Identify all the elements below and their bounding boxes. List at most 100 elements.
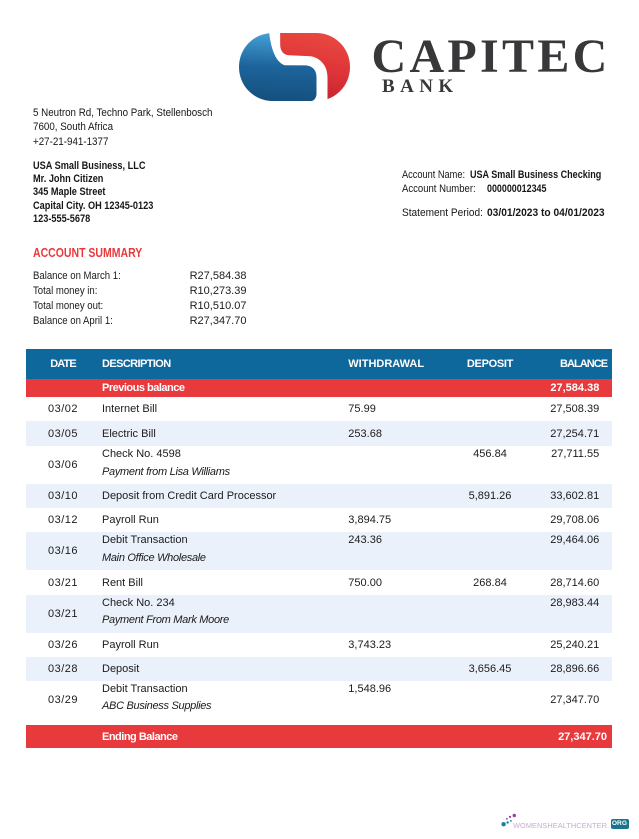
transaction-description: Internet Bill bbox=[100, 397, 340, 421]
summary-value: R10,273.39 bbox=[189, 285, 247, 298]
transaction-description-line1: Electric Bill bbox=[102, 427, 156, 440]
transaction-balance: 33,602.81 bbox=[528, 484, 612, 509]
customer-line: 345 Maple Street bbox=[32, 186, 106, 199]
table-header-row: DATE DESCRIPTION WITHDRAWAL DEPOSIT BALA… bbox=[26, 348, 612, 379]
transaction-date: 03/05 bbox=[26, 421, 100, 447]
transaction-balance: 25,240.21 bbox=[550, 638, 600, 651]
summary-value: R27,347.70 bbox=[189, 314, 247, 327]
transaction-deposit: 5,891.26 bbox=[452, 484, 528, 509]
brand-subtitle: BANK bbox=[382, 76, 459, 97]
transaction-description-lines: Check No. 4598 Payment from Lisa Williams bbox=[102, 446, 340, 481]
account-summary-title: ACCOUNT SUMMARY bbox=[33, 246, 143, 260]
transaction-description: Deposit from Credit Card Processor bbox=[100, 484, 340, 509]
statement-period-value: 03/01/2023 to 04/01/2023 bbox=[486, 206, 605, 219]
transaction-row: 03/05 Electric Bill 253.68 27,254.71 bbox=[26, 421, 612, 447]
transaction-balance: 27,254.71 bbox=[528, 421, 612, 447]
transaction-balance: 28,896.66 bbox=[528, 656, 612, 681]
transaction-description-line1: Deposit bbox=[102, 662, 140, 675]
transaction-balance: 29,464.06 bbox=[528, 532, 612, 571]
customer-line: USA Small Business, LLC bbox=[32, 159, 145, 172]
transaction-withdrawal: 75.99 bbox=[348, 403, 376, 416]
transaction-description: Check No. 4598 Payment from Lisa Williams bbox=[100, 446, 340, 484]
transaction-balance: 28,983.44 bbox=[528, 594, 612, 633]
transaction-description-lines: Payroll Run bbox=[102, 639, 340, 651]
transaction-deposit bbox=[452, 681, 528, 719]
bank-address-line: 7600, South Africa bbox=[32, 121, 113, 134]
transaction-withdrawal: 3,894.75 bbox=[348, 514, 392, 527]
transaction-row: 03/21 Rent Bill 750.00 268.84 28,714.60 bbox=[26, 570, 612, 595]
account-summary-list: Balance on March 1: R27,584.38 Total money… bbox=[33, 270, 333, 329]
summary-value: R27,584.38 bbox=[189, 270, 247, 283]
transaction-date: 03/02 bbox=[47, 403, 79, 416]
transaction-description-lines: Deposit bbox=[102, 663, 340, 675]
transaction-description-lines: Internet Bill bbox=[102, 403, 340, 415]
transaction-description-line1: Internet Bill bbox=[102, 403, 158, 416]
transaction-description-lines: Debit Transaction ABC Business Supplies bbox=[102, 681, 340, 716]
watermark-badge: ORG bbox=[610, 819, 629, 829]
transaction-date: 03/21 bbox=[47, 576, 79, 589]
transaction-description: Check No. 234 Payment From Mark Moore bbox=[100, 594, 340, 633]
ending-balance-label: Ending Balance bbox=[100, 725, 340, 748]
transaction-description-line1: Check No. 234 bbox=[102, 597, 175, 610]
transaction-description: Debit Transaction Main Office Wholesale bbox=[100, 532, 340, 571]
previous-balance-row: Previous balance 27,584.38 bbox=[26, 378, 612, 398]
transaction-balance: 29,708.06 bbox=[550, 514, 600, 527]
transaction-description-line1: Debit Transaction bbox=[102, 534, 188, 547]
transaction-description-line1: Deposit from Credit Card Processor bbox=[102, 490, 277, 503]
customer-address: USA Small Business, LLC Mr. John Citizen… bbox=[33, 160, 153, 226]
transaction-description-lines: Rent Bill bbox=[102, 577, 340, 589]
watermark-dots-icon bbox=[501, 813, 516, 827]
transaction-description-lines: Electric Bill bbox=[102, 428, 340, 440]
transaction-withdrawal: 750.00 bbox=[348, 576, 382, 589]
ending-balance-row: Ending Balance 27,347.70 bbox=[26, 725, 612, 748]
transaction-description-lines: Debit Transaction Main Office Wholesale bbox=[102, 532, 340, 567]
bank-address: 5 Neutron Rd, Techno Park, Stellenbosch … bbox=[33, 106, 212, 150]
summary-row: Balance on April 1: R27,347.70 bbox=[33, 315, 333, 330]
transaction-balance: 27,711.55 bbox=[551, 448, 600, 461]
transaction-deposit bbox=[452, 397, 528, 421]
transaction-date: 03/10 bbox=[26, 484, 100, 509]
transaction-description-lines: Deposit from Credit Card Processor bbox=[102, 490, 340, 502]
capitec-logo-icon bbox=[239, 33, 350, 101]
transaction-deposit: 456.84 bbox=[473, 448, 507, 461]
summary-label: Total money out: bbox=[33, 300, 104, 313]
transaction-row: 03/29 Debit Transaction ABC Business Suppl… bbox=[26, 681, 612, 719]
transaction-date: 03/26 bbox=[47, 638, 79, 651]
transaction-description-line1: Debit Transaction bbox=[102, 683, 188, 696]
transaction-withdrawal: 243.36 bbox=[340, 532, 452, 571]
summary-label: Total money in: bbox=[33, 285, 98, 298]
transaction-withdrawal bbox=[340, 446, 452, 484]
column-header-balance: BALANCE bbox=[528, 348, 612, 379]
transaction-description-line2: Main Office Wholesale bbox=[102, 551, 206, 564]
transactions-table: DATE DESCRIPTION WITHDRAWAL DEPOSIT BALA… bbox=[26, 348, 612, 748]
summary-label: Balance on April 1: bbox=[33, 314, 113, 327]
transaction-row: 03/26 Payroll Run 3,743.23 25,240.21 bbox=[26, 633, 612, 657]
transaction-description: Payroll Run bbox=[100, 633, 340, 657]
transaction-description: Deposit bbox=[100, 656, 340, 681]
transaction-date: 03/21 bbox=[26, 594, 100, 633]
transaction-withdrawal bbox=[340, 594, 452, 633]
summary-value: R10,510.07 bbox=[189, 300, 247, 313]
customer-line: Capital City. OH 12345-0123 bbox=[32, 199, 153, 212]
transaction-description: Payroll Run bbox=[100, 508, 340, 532]
transaction-description-line1: Check No. 4598 bbox=[102, 448, 181, 461]
transaction-row: 03/02 Internet Bill 75.99 27,508.39 bbox=[26, 397, 612, 421]
transaction-row: 03/10 Deposit from Credit Card Processor 5… bbox=[26, 484, 612, 509]
column-header-deposit: DEPOSIT bbox=[452, 348, 528, 379]
summary-row: Total money in: R10,273.39 bbox=[33, 285, 333, 300]
transaction-withdrawal bbox=[340, 484, 452, 509]
transaction-description-line2: Payment From Mark Moore bbox=[102, 614, 229, 627]
transaction-description-lines: Payroll Run bbox=[102, 514, 340, 526]
ending-balance-value: 27,347.70 bbox=[528, 725, 612, 748]
column-header-description: DESCRIPTION bbox=[100, 348, 340, 379]
account-name-label: Account Name: bbox=[402, 169, 466, 182]
transaction-description-line2: ABC Business Supplies bbox=[102, 700, 212, 713]
transaction-balance: 28,714.60 bbox=[550, 576, 600, 589]
transaction-description-line1: Payroll Run bbox=[102, 638, 159, 651]
transaction-description-line1: Payroll Run bbox=[102, 514, 159, 527]
transaction-row: 03/06 Check No. 4598 Payment from Lisa Wil… bbox=[26, 446, 612, 484]
brand-name: CAPITEC bbox=[371, 30, 611, 83]
transaction-date: 03/16 bbox=[26, 532, 100, 571]
previous-balance-label: Previous balance bbox=[100, 378, 340, 398]
transaction-date: 03/29 bbox=[47, 693, 79, 706]
